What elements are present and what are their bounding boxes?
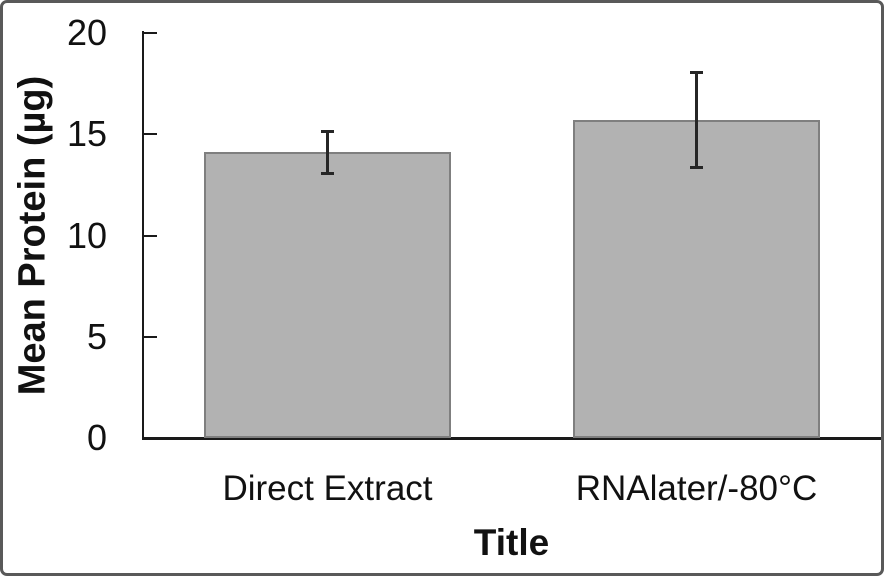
y-tick-label-5: 5 [86,315,107,357]
y-tick-mark-10 [143,234,157,237]
error-cap-bottom-rnalater-80-c [690,165,703,169]
y-tick-label-15: 15 [66,113,107,155]
y-tick-label-10: 10 [66,214,107,256]
y-tick-label-0: 0 [86,417,107,458]
error-cap-bottom-direct-extract [321,171,334,175]
y-tick-label-20: 20 [66,12,107,53]
bar-direct-extract [204,152,451,438]
x-axis-line [142,437,881,440]
x-category-label-rnalater-80-c: RNAlater/-80°C [575,469,818,508]
x-category-label-direct-extract: Direct Extract [222,469,433,508]
y-tick-mark-15 [143,133,157,136]
error-bar-direct-extract [326,130,329,175]
y-tick-mark-0 [143,437,157,439]
x-axis-title: Title [473,522,550,563]
error-cap-top-direct-extract [321,130,334,134]
y-tick-mark-20 [143,32,157,34]
y-tick-mark-5 [143,335,157,338]
error-cap-top-rnalater-80-c [690,71,703,75]
error-bar-rnalater-80-c [695,71,698,169]
